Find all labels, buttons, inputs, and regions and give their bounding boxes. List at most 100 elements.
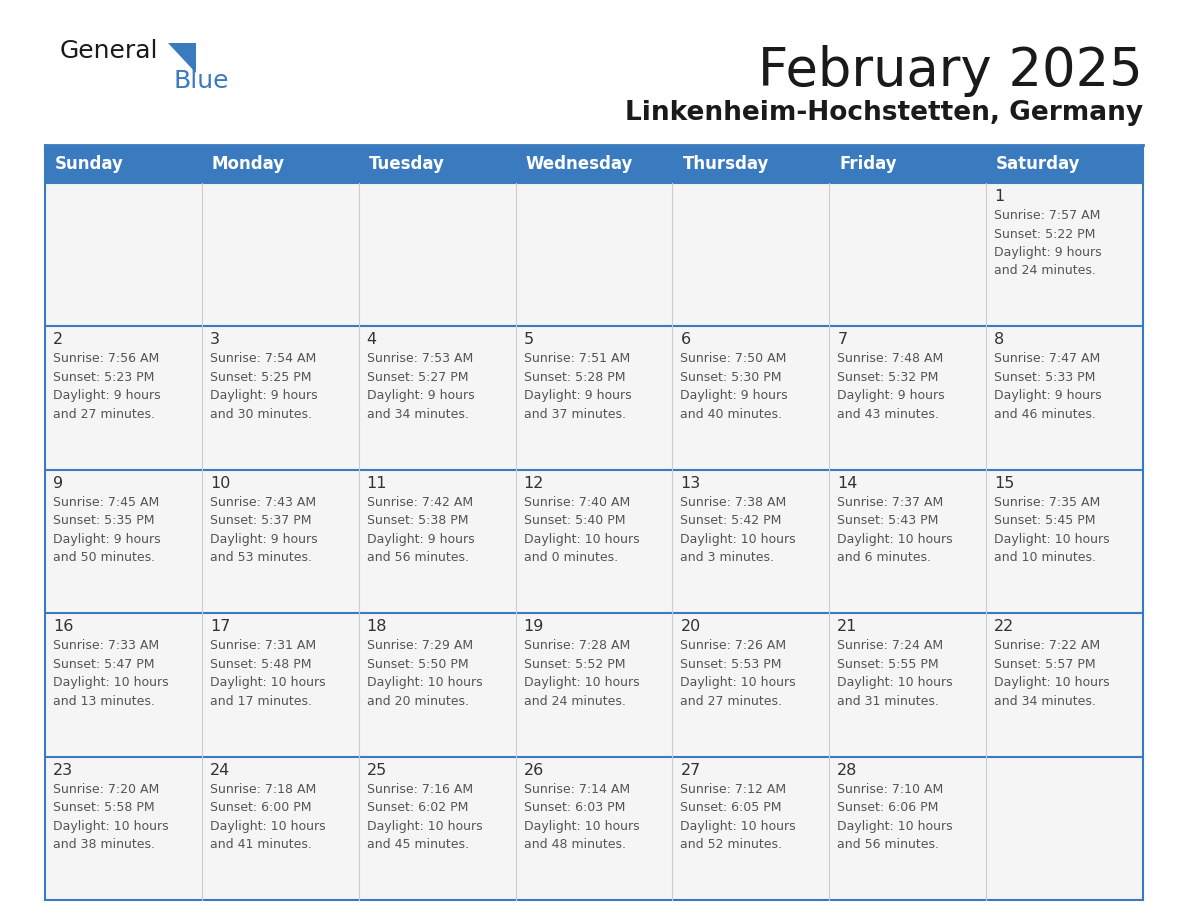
Bar [986, 470, 1143, 613]
Text: 2: 2 [53, 332, 63, 347]
Text: 13: 13 [681, 476, 701, 491]
Text: 22: 22 [994, 620, 1015, 634]
Bar [829, 327, 986, 470]
Text: Sunrise: 7:16 AM
Sunset: 6:02 PM
Daylight: 10 hours
and 45 minutes.: Sunrise: 7:16 AM Sunset: 6:02 PM Dayligh… [367, 783, 482, 851]
Text: 5: 5 [524, 332, 533, 347]
Bar [359, 613, 516, 756]
Text: 10: 10 [210, 476, 230, 491]
Text: 4: 4 [367, 332, 377, 347]
Text: Sunrise: 7:48 AM
Sunset: 5:32 PM
Daylight: 9 hours
and 43 minutes.: Sunrise: 7:48 AM Sunset: 5:32 PM Dayligh… [838, 353, 944, 420]
Bar [829, 613, 986, 756]
Text: Wednesday: Wednesday [525, 155, 633, 173]
Bar [672, 756, 829, 900]
Bar [45, 145, 1143, 183]
Text: 8: 8 [994, 332, 1004, 347]
Text: 19: 19 [524, 620, 544, 634]
Text: Sunrise: 7:12 AM
Sunset: 6:05 PM
Daylight: 10 hours
and 52 minutes.: Sunrise: 7:12 AM Sunset: 6:05 PM Dayligh… [681, 783, 796, 851]
Text: Sunrise: 7:10 AM
Sunset: 6:06 PM
Daylight: 10 hours
and 56 minutes.: Sunrise: 7:10 AM Sunset: 6:06 PM Dayligh… [838, 783, 953, 851]
Bar [672, 613, 829, 756]
Polygon shape [168, 43, 196, 73]
Bar [672, 327, 829, 470]
Text: 1: 1 [994, 189, 1004, 204]
Text: 26: 26 [524, 763, 544, 778]
Bar [516, 613, 672, 756]
Bar [45, 470, 202, 613]
Text: 17: 17 [210, 620, 230, 634]
Text: Sunrise: 7:33 AM
Sunset: 5:47 PM
Daylight: 10 hours
and 13 minutes.: Sunrise: 7:33 AM Sunset: 5:47 PM Dayligh… [53, 639, 169, 708]
Text: Saturday: Saturday [997, 155, 1081, 173]
Bar [359, 183, 516, 327]
Text: 6: 6 [681, 332, 690, 347]
Text: 7: 7 [838, 332, 847, 347]
Text: Sunrise: 7:53 AM
Sunset: 5:27 PM
Daylight: 9 hours
and 34 minutes.: Sunrise: 7:53 AM Sunset: 5:27 PM Dayligh… [367, 353, 474, 420]
Bar [45, 327, 202, 470]
Text: Sunrise: 7:50 AM
Sunset: 5:30 PM
Daylight: 9 hours
and 40 minutes.: Sunrise: 7:50 AM Sunset: 5:30 PM Dayligh… [681, 353, 788, 420]
Text: Sunrise: 7:22 AM
Sunset: 5:57 PM
Daylight: 10 hours
and 34 minutes.: Sunrise: 7:22 AM Sunset: 5:57 PM Dayligh… [994, 639, 1110, 708]
Text: 14: 14 [838, 476, 858, 491]
Text: Sunrise: 7:43 AM
Sunset: 5:37 PM
Daylight: 9 hours
and 53 minutes.: Sunrise: 7:43 AM Sunset: 5:37 PM Dayligh… [210, 496, 317, 565]
Bar [359, 756, 516, 900]
Bar [986, 327, 1143, 470]
Text: Friday: Friday [839, 155, 897, 173]
Text: Sunrise: 7:14 AM
Sunset: 6:03 PM
Daylight: 10 hours
and 48 minutes.: Sunrise: 7:14 AM Sunset: 6:03 PM Dayligh… [524, 783, 639, 851]
Bar [202, 327, 359, 470]
Text: 15: 15 [994, 476, 1015, 491]
Text: Sunrise: 7:31 AM
Sunset: 5:48 PM
Daylight: 10 hours
and 17 minutes.: Sunrise: 7:31 AM Sunset: 5:48 PM Dayligh… [210, 639, 326, 708]
Text: Sunrise: 7:56 AM
Sunset: 5:23 PM
Daylight: 9 hours
and 27 minutes.: Sunrise: 7:56 AM Sunset: 5:23 PM Dayligh… [53, 353, 160, 420]
Text: Sunrise: 7:40 AM
Sunset: 5:40 PM
Daylight: 10 hours
and 0 minutes.: Sunrise: 7:40 AM Sunset: 5:40 PM Dayligh… [524, 496, 639, 565]
Text: 9: 9 [53, 476, 63, 491]
Text: 18: 18 [367, 620, 387, 634]
Text: Sunrise: 7:54 AM
Sunset: 5:25 PM
Daylight: 9 hours
and 30 minutes.: Sunrise: 7:54 AM Sunset: 5:25 PM Dayligh… [210, 353, 317, 420]
Bar [516, 756, 672, 900]
Text: February 2025: February 2025 [758, 45, 1143, 97]
Text: Sunrise: 7:42 AM
Sunset: 5:38 PM
Daylight: 9 hours
and 56 minutes.: Sunrise: 7:42 AM Sunset: 5:38 PM Dayligh… [367, 496, 474, 565]
Bar [516, 470, 672, 613]
Text: Sunrise: 7:47 AM
Sunset: 5:33 PM
Daylight: 9 hours
and 46 minutes.: Sunrise: 7:47 AM Sunset: 5:33 PM Dayligh… [994, 353, 1101, 420]
Text: Sunrise: 7:28 AM
Sunset: 5:52 PM
Daylight: 10 hours
and 24 minutes.: Sunrise: 7:28 AM Sunset: 5:52 PM Dayligh… [524, 639, 639, 708]
Bar [202, 470, 359, 613]
Bar [986, 183, 1143, 327]
Bar [45, 613, 202, 756]
Text: 24: 24 [210, 763, 230, 778]
Text: Sunrise: 7:51 AM
Sunset: 5:28 PM
Daylight: 9 hours
and 37 minutes.: Sunrise: 7:51 AM Sunset: 5:28 PM Dayligh… [524, 353, 631, 420]
Bar [986, 756, 1143, 900]
Text: Sunrise: 7:26 AM
Sunset: 5:53 PM
Daylight: 10 hours
and 27 minutes.: Sunrise: 7:26 AM Sunset: 5:53 PM Dayligh… [681, 639, 796, 708]
Bar [829, 756, 986, 900]
Text: Tuesday: Tuesday [368, 155, 444, 173]
Text: Sunrise: 7:20 AM
Sunset: 5:58 PM
Daylight: 10 hours
and 38 minutes.: Sunrise: 7:20 AM Sunset: 5:58 PM Dayligh… [53, 783, 169, 851]
Text: 28: 28 [838, 763, 858, 778]
Text: General: General [61, 39, 158, 63]
Bar [829, 183, 986, 327]
Text: Blue: Blue [173, 69, 229, 93]
Bar [202, 183, 359, 327]
Bar [359, 327, 516, 470]
Text: Sunrise: 7:35 AM
Sunset: 5:45 PM
Daylight: 10 hours
and 10 minutes.: Sunrise: 7:35 AM Sunset: 5:45 PM Dayligh… [994, 496, 1110, 565]
Text: 3: 3 [210, 332, 220, 347]
Bar [516, 183, 672, 327]
Text: 21: 21 [838, 620, 858, 634]
Bar [45, 756, 202, 900]
Text: 23: 23 [53, 763, 74, 778]
Text: Monday: Monday [211, 155, 285, 173]
Text: 20: 20 [681, 620, 701, 634]
Text: 12: 12 [524, 476, 544, 491]
Text: Sunrise: 7:18 AM
Sunset: 6:00 PM
Daylight: 10 hours
and 41 minutes.: Sunrise: 7:18 AM Sunset: 6:00 PM Dayligh… [210, 783, 326, 851]
Text: 25: 25 [367, 763, 387, 778]
Bar [359, 470, 516, 613]
Bar [202, 613, 359, 756]
Text: 16: 16 [53, 620, 74, 634]
Text: Thursday: Thursday [682, 155, 769, 173]
Text: Sunrise: 7:38 AM
Sunset: 5:42 PM
Daylight: 10 hours
and 3 minutes.: Sunrise: 7:38 AM Sunset: 5:42 PM Dayligh… [681, 496, 796, 565]
Bar [202, 756, 359, 900]
Bar [986, 613, 1143, 756]
Text: Sunrise: 7:29 AM
Sunset: 5:50 PM
Daylight: 10 hours
and 20 minutes.: Sunrise: 7:29 AM Sunset: 5:50 PM Dayligh… [367, 639, 482, 708]
Bar [516, 327, 672, 470]
Text: 27: 27 [681, 763, 701, 778]
Bar [672, 470, 829, 613]
Bar [829, 470, 986, 613]
Text: Sunrise: 7:24 AM
Sunset: 5:55 PM
Daylight: 10 hours
and 31 minutes.: Sunrise: 7:24 AM Sunset: 5:55 PM Dayligh… [838, 639, 953, 708]
Text: 11: 11 [367, 476, 387, 491]
Text: Sunrise: 7:37 AM
Sunset: 5:43 PM
Daylight: 10 hours
and 6 minutes.: Sunrise: 7:37 AM Sunset: 5:43 PM Dayligh… [838, 496, 953, 565]
Bar [45, 183, 202, 327]
Text: Sunrise: 7:57 AM
Sunset: 5:22 PM
Daylight: 9 hours
and 24 minutes.: Sunrise: 7:57 AM Sunset: 5:22 PM Dayligh… [994, 209, 1101, 277]
